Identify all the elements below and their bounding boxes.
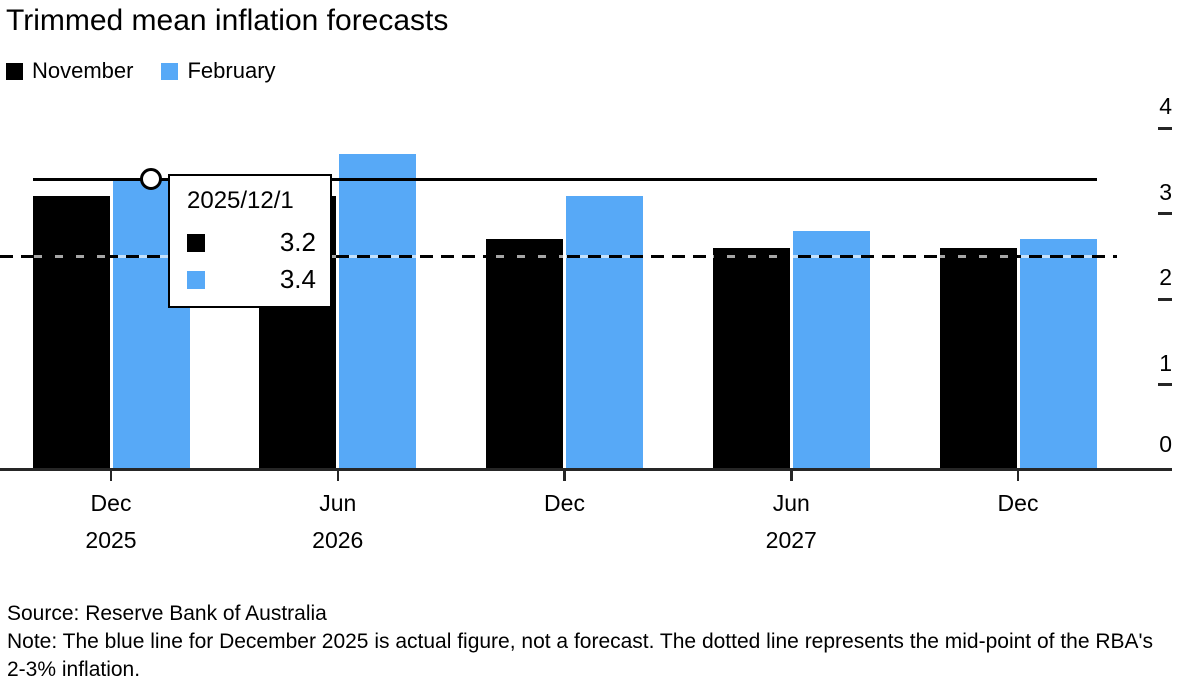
y-axis-label: 4 [1159,93,1172,119]
legend-item-february[interactable]: February [161,58,276,84]
y-tick [1158,212,1172,215]
tooltip-rows: 3.2 3.4 [187,224,316,298]
x-axis-line [0,468,1172,471]
tooltip-date: 2025/12/1 [187,187,294,214]
tooltip: 2025/12/1 3.2 3.4 [168,174,332,308]
tooltip-swatch-february [187,270,205,289]
x-label-month: Dec [90,490,132,516]
x-label-year: 2027 [765,527,817,553]
tooltip-row-november: 3.2 [187,224,316,261]
chart-title: Trimmed mean inflation forecasts [6,4,449,37]
legend-swatch-november [6,62,23,80]
legend-label: February [187,58,276,83]
x-label-month: Dec [544,490,585,516]
x-label-month: Jun [772,490,810,516]
bar-february-dec-2027[interactable] [1019,239,1097,468]
bar-november-jun-2027[interactable] [712,247,790,468]
note-text: Note: The blue line for December 2025 is… [7,630,1154,681]
legend-label: November [32,58,134,83]
bar-february-dec-2026[interactable] [566,196,643,468]
y-axis-label: 3 [1159,178,1172,205]
x-label-year: 2026 [312,527,364,553]
legend-swatch-february [161,62,179,80]
legend: November February [6,58,304,84]
x-tick [563,471,566,481]
bar-november-dec-2025[interactable] [32,196,110,468]
footer: Source: Reserve Bank of Australia Note: … [7,600,1172,684]
y-axis-label: 1 [1159,349,1172,376]
bar-november-dec-2027[interactable] [939,247,1017,468]
y-tick [1158,126,1172,130]
y-tick [1158,383,1172,386]
x-label-year: 2025 [85,527,137,553]
tooltip-swatch-november [187,233,205,252]
tooltip-row-february: 3.4 [187,261,316,298]
y-axis-label: 2 [1159,264,1172,290]
x-label-month: Jun [319,490,357,516]
actual-figure-line[interactable] [33,178,1097,181]
x-tick [790,471,793,481]
target-midpoint-dashed-line [0,254,1117,258]
tooltip-value-february: 3.4 [279,264,316,294]
bar-february-jun-2027[interactable] [792,230,870,468]
x-tick [1016,471,1020,481]
y-tick [1158,297,1172,301]
bar-november-dec-2026[interactable] [486,239,563,468]
tooltip-value-november: 3.2 [279,227,316,257]
x-tick [336,471,339,481]
hover-marker [140,168,162,191]
x-label-month: Dec [997,490,1039,516]
legend-item-november[interactable]: November [6,58,133,84]
source-text: Source: Reserve Bank of Australia [7,602,327,625]
x-tick [109,471,113,481]
bar-february-jun-2026[interactable] [339,153,417,468]
y-axis-label: 0 [1159,431,1172,457]
